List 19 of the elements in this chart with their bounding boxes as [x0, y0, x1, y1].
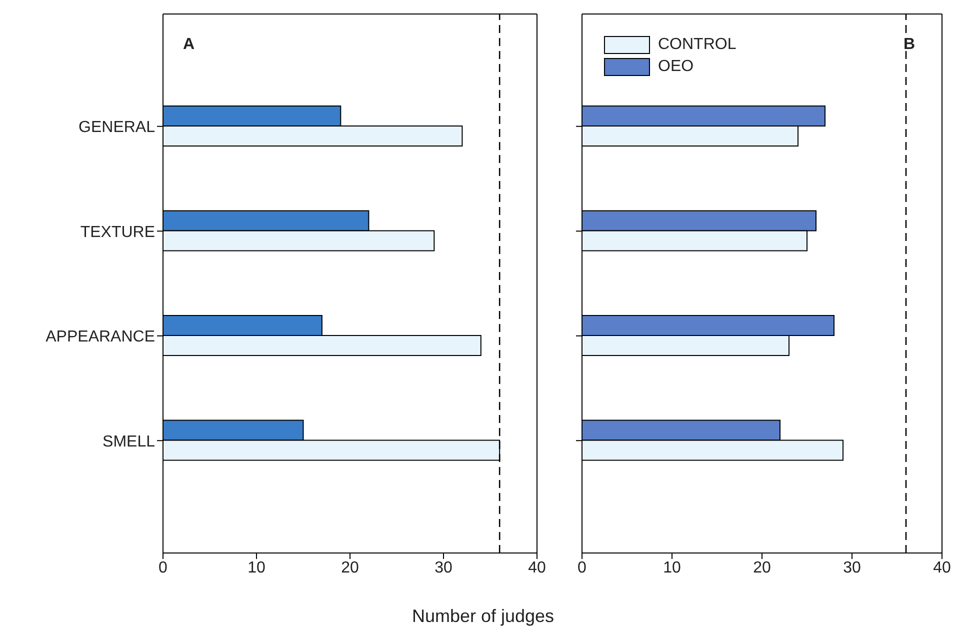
x-tick-label: 40 — [933, 559, 951, 576]
x-tick-label: 10 — [663, 559, 681, 576]
x-tick-label: 20 — [341, 559, 359, 576]
y-tick-label: SMELL — [102, 433, 156, 450]
annotation: B — [903, 36, 915, 54]
legend-label: OEO — [658, 58, 694, 76]
annotation: A — [183, 36, 195, 54]
x-tick-label: 20 — [753, 559, 771, 576]
x-tick-label: 10 — [248, 559, 266, 576]
x-axis-title: Number of judges — [410, 606, 556, 627]
x-tick-label: 30 — [843, 559, 861, 576]
y-tick-label: GENERAL — [78, 119, 156, 136]
y-tick-label: TEXTURE — [80, 224, 155, 241]
x-tick-label: 0 — [158, 559, 168, 576]
x-tick-label: 30 — [434, 559, 452, 576]
x-tick-label: 40 — [528, 559, 546, 576]
x-tick-label: 0 — [578, 559, 587, 576]
y-tick-label: APPEARANCE — [46, 328, 155, 346]
legend-label: CONTROL — [658, 36, 736, 54]
